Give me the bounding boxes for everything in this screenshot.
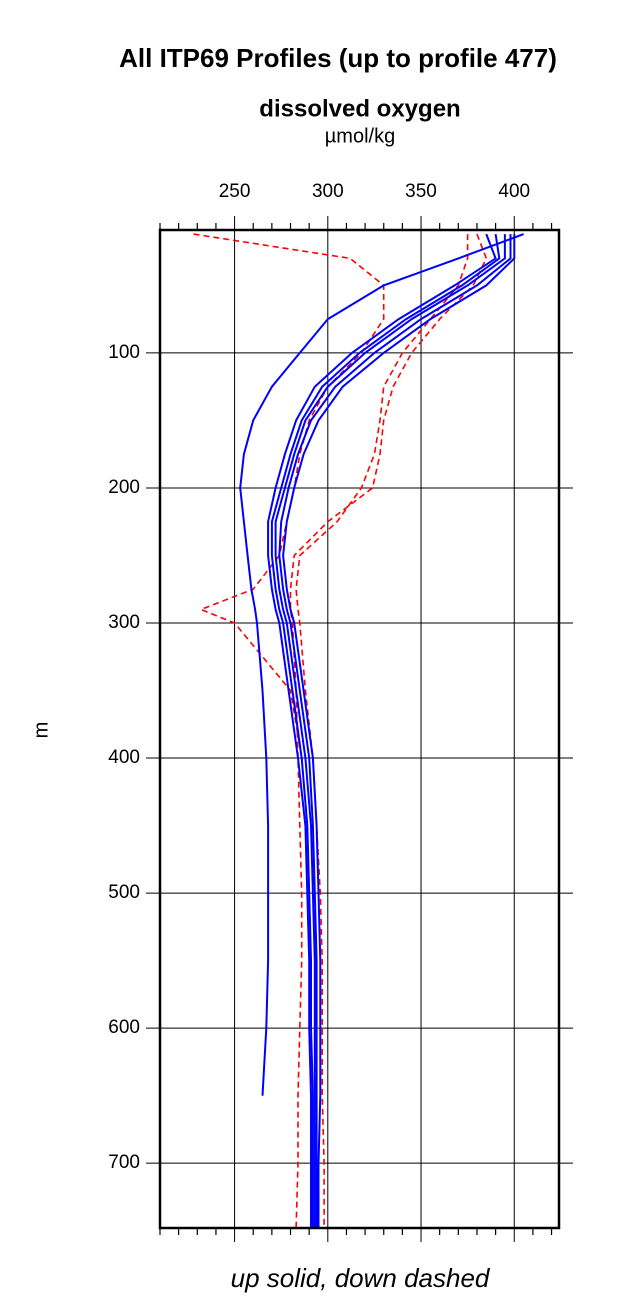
x-axis-unit: µmol/kg (325, 125, 395, 147)
chart-title: All ITP69 Profiles (up to profile 477) (119, 43, 557, 73)
y-tick-label: 400 (108, 747, 140, 768)
profile-line (295, 234, 469, 1228)
y-tick-label: 300 (108, 612, 140, 633)
x-tick-label: 300 (312, 181, 344, 202)
note: up solid, down dashed (231, 1263, 491, 1293)
x-axis-label: dissolved oxygen (259, 95, 460, 122)
profile-line (289, 233, 488, 1228)
profile-line (193, 233, 385, 1228)
profile-line (282, 234, 516, 1228)
x-tick-label: 350 (405, 181, 437, 202)
y-tick-label: 600 (108, 1017, 140, 1038)
plot-frame (158, 228, 561, 1230)
profile-line (278, 234, 512, 1228)
y-tick-label: 100 (108, 342, 140, 363)
y-tick-label: 700 (108, 1152, 140, 1173)
x-tick-label: 250 (219, 181, 251, 202)
x-tick-label: 400 (498, 181, 530, 202)
profile-line (270, 233, 501, 1228)
profile-line (274, 234, 506, 1228)
y-axis-label: m (30, 722, 52, 739)
y-tick-label: 500 (108, 882, 140, 903)
profile-line (267, 233, 497, 1228)
y-tick-label: 200 (108, 477, 140, 498)
profile-line (239, 233, 524, 1096)
